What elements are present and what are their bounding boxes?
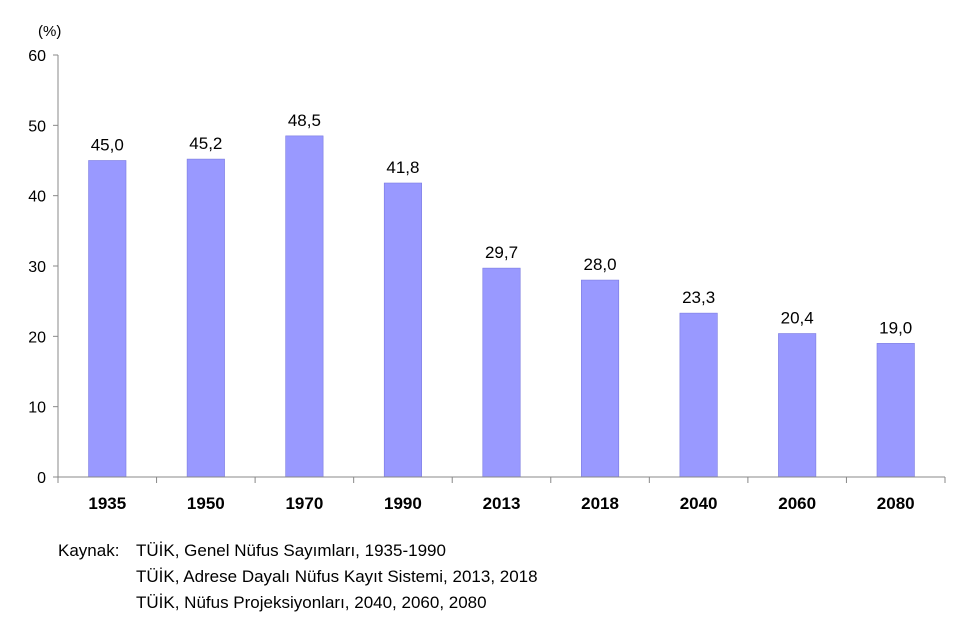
- y-tick-label: 50: [28, 118, 46, 135]
- data-label-2080: 19,0: [879, 318, 912, 337]
- x-category-label: 2040: [680, 494, 718, 513]
- x-category-label: 1970: [285, 494, 323, 513]
- x-category-label: 1950: [187, 494, 225, 513]
- data-label-2060: 20,4: [781, 309, 814, 328]
- source-prefix: Kaynak:: [58, 541, 120, 560]
- source-line-2: TÜİK, Adrese Dayalı Nüfus Kayıt Sistemi,…: [58, 564, 538, 590]
- bar-2013: [482, 267, 521, 478]
- data-label-2013: 29,7: [485, 243, 518, 262]
- source-text-3: TÜİK, Nüfus Projeksiyonları, 2040, 2060,…: [136, 593, 487, 612]
- y-tick-label: 20: [28, 329, 46, 346]
- y-axis-unit-label: (%): [38, 23, 61, 40]
- data-label-1950: 45,2: [189, 134, 222, 153]
- bar-2060: [778, 333, 817, 478]
- source-line-3: TÜİK, Nüfus Projeksiyonları, 2040, 2060,…: [58, 590, 538, 616]
- bar-2080: [876, 343, 915, 478]
- source-note: Kaynak: TÜİK, Genel Nüfus Sayımları, 193…: [58, 538, 538, 616]
- x-category-label: 2080: [877, 494, 915, 513]
- x-category-label: 1990: [384, 494, 422, 513]
- bar-2018: [581, 279, 620, 478]
- y-tick-label: 60: [28, 48, 46, 65]
- y-tick-label: 0: [37, 470, 46, 487]
- x-axis-categories: 1935 1950 1970 1990 2013 2018 2040 2060 2080: [88, 494, 914, 513]
- x-axis-tick-marks: [57, 477, 946, 483]
- source-text-1: TÜİK, Genel Nüfus Sayımları, 1935-1990: [136, 541, 446, 560]
- y-axis-ticks: 0 10 20 30 40 50 60: [28, 48, 58, 487]
- x-category-label: 1935: [88, 494, 126, 513]
- bar-1935: [88, 160, 127, 478]
- bar-1950: [186, 158, 225, 478]
- source-text-2: TÜİK, Adrese Dayalı Nüfus Kayıt Sistemi,…: [136, 567, 538, 586]
- data-label-2040: 23,3: [682, 288, 715, 307]
- source-line-1: Kaynak: TÜİK, Genel Nüfus Sayımları, 193…: [58, 538, 538, 564]
- data-labels: 45,0 45,2 48,5 41,8 29,7 28,0 23,3 20,4 19,0: [91, 111, 913, 337]
- bar-2040: [679, 312, 718, 478]
- y-tick-label: 30: [28, 259, 46, 276]
- y-tick-label: 40: [28, 189, 46, 206]
- data-label-1935: 45,0: [91, 136, 124, 155]
- bar-1990: [383, 182, 422, 478]
- x-category-label: 2013: [483, 494, 521, 513]
- data-label-1990: 41,8: [386, 158, 419, 177]
- x-category-label: 2018: [581, 494, 619, 513]
- data-label-2018: 28,0: [584, 255, 617, 274]
- bar-series: [88, 135, 915, 478]
- bar-1970: [285, 135, 324, 478]
- x-category-label: 2060: [778, 494, 816, 513]
- y-tick-label: 10: [28, 400, 46, 417]
- data-label-1970: 48,5: [288, 111, 321, 130]
- bar-chart: (%) 0 10 20 30 40 50 60 45,0 45,2 48,5 41,8 29,7 28…: [28, 23, 946, 513]
